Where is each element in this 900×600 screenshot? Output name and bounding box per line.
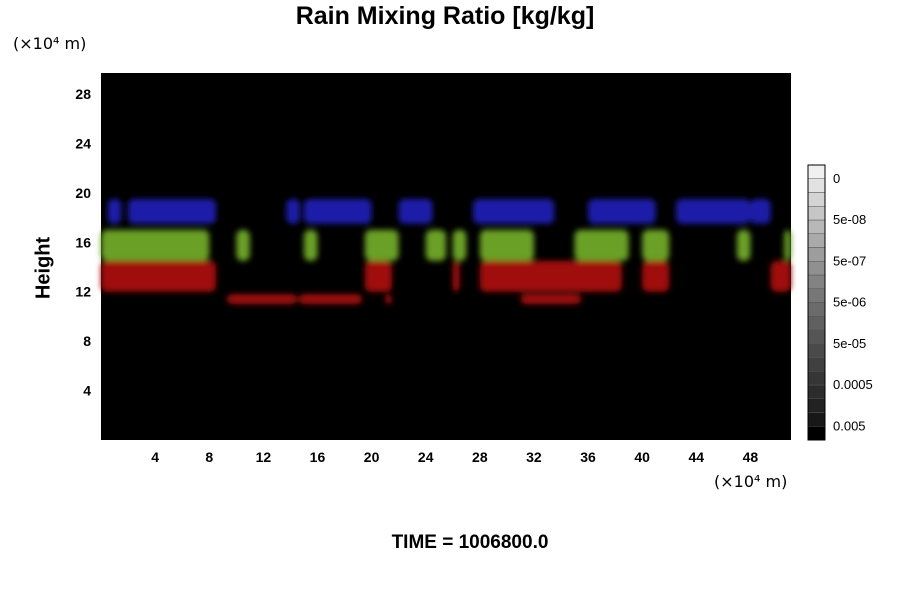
rain-region-green-8: [642, 229, 670, 261]
y-tick-label: 12: [75, 284, 91, 300]
y-tick-label: 28: [75, 86, 91, 102]
x-tick-label: 4: [151, 449, 159, 465]
plot-area: [101, 73, 791, 440]
colorbar-swatch: [807, 384, 826, 399]
colorbar-swatch: [807, 178, 826, 193]
rain-region-green-1: [236, 229, 250, 261]
rain-region-green-7: [574, 229, 629, 261]
rain-region-green-3: [364, 229, 399, 261]
x-tick-label: 28: [472, 449, 488, 465]
rain-region-blue-3: [303, 199, 372, 224]
colorbar-label: 5e-07: [833, 253, 866, 268]
rain-region-red-1: [364, 260, 392, 292]
rain-region-blue-4: [398, 199, 433, 224]
colorbar-swatch: [807, 398, 826, 413]
x-tick-label: 24: [418, 449, 434, 465]
y-tick-label: 16: [75, 234, 91, 250]
colorbar-label: 5e-08: [833, 212, 866, 227]
y-tick-label: 8: [83, 333, 91, 349]
colorbar-swatch: [807, 192, 826, 207]
rain-region-green-9: [736, 229, 751, 261]
colorbar-swatch: [807, 219, 826, 234]
x-tick-label: 12: [256, 449, 272, 465]
rain-region-green-0: [101, 229, 210, 261]
colorbar-label: 0: [833, 171, 840, 186]
y-axis-unit: (×10⁴ m): [13, 34, 87, 53]
y-tick-label: 4: [83, 383, 91, 399]
rain-region-red-low-1: [298, 294, 363, 305]
time-footer: TIME = 1006800.0: [391, 532, 549, 553]
x-tick-label: 16: [310, 449, 326, 465]
rain-region-blue-5: [473, 199, 555, 224]
rain-region-blue-6: [588, 199, 656, 224]
colorbar-swatch: [807, 261, 826, 276]
rain-region-blue-7: [676, 199, 751, 224]
colorbar-swatch: [807, 329, 826, 344]
x-tick-label: 20: [364, 449, 380, 465]
rain-region-red-3: [479, 260, 622, 292]
rain-region-red-5: [770, 260, 791, 292]
colorbar-swatch: [807, 343, 826, 358]
colorbar-swatch: [807, 164, 826, 179]
colorbar-label: 5e-05: [833, 336, 866, 351]
rain-region-blue-8: [750, 199, 771, 224]
rain-region-green-5: [452, 229, 467, 261]
colorbar-swatch: [807, 288, 826, 303]
x-axis-unit: (×10⁴ m): [714, 472, 788, 491]
colorbar-swatch: [807, 412, 826, 427]
colorbar-swatch: [807, 316, 826, 331]
colorbar-swatch: [807, 371, 826, 386]
rain-region-green-4: [425, 229, 446, 261]
x-tick-label: 44: [689, 449, 705, 465]
rain-region-green-2: [303, 229, 318, 261]
rain-region-blue-0: [107, 199, 122, 224]
x-tick-label: 32: [526, 449, 542, 465]
colorbar-swatch: [807, 206, 826, 221]
colorbar-label: 0.0005: [833, 377, 873, 392]
colorbar-swatch: [807, 426, 826, 441]
y-tick-label: 20: [75, 185, 91, 201]
colorbar-swatch: [807, 302, 826, 317]
colorbar-swatch: [807, 357, 826, 372]
colorbar-swatch: [807, 274, 826, 289]
colorbar-label: 5e-06: [833, 295, 866, 310]
colorbar-label: 0.005: [833, 418, 866, 433]
rain-region-red-4: [642, 260, 670, 292]
colorbar-swatch: [807, 247, 826, 262]
rain-region-blue-1: [128, 199, 216, 224]
chart-title: Rain Mixing Ratio [kg/kg]: [295, 2, 595, 30]
rain-region-red-low-2: [385, 294, 392, 305]
x-tick-label: 48: [743, 449, 759, 465]
rain-region-red-low-3: [520, 294, 582, 305]
rain-region-red-0: [101, 260, 216, 292]
colorbar-frame: [807, 164, 826, 441]
rain-region-green-10: [784, 229, 791, 261]
y-tick-label: 24: [75, 135, 91, 151]
rain-region-red-2: [452, 260, 460, 292]
x-tick-label: 8: [205, 449, 213, 465]
x-tick-label: 36: [580, 449, 596, 465]
rain-region-green-6: [479, 229, 534, 261]
rain-region-blue-2: [286, 199, 300, 224]
rain-region-red-low-0: [226, 294, 298, 305]
x-tick-label: 40: [634, 449, 650, 465]
colorbar-swatch: [807, 233, 826, 248]
